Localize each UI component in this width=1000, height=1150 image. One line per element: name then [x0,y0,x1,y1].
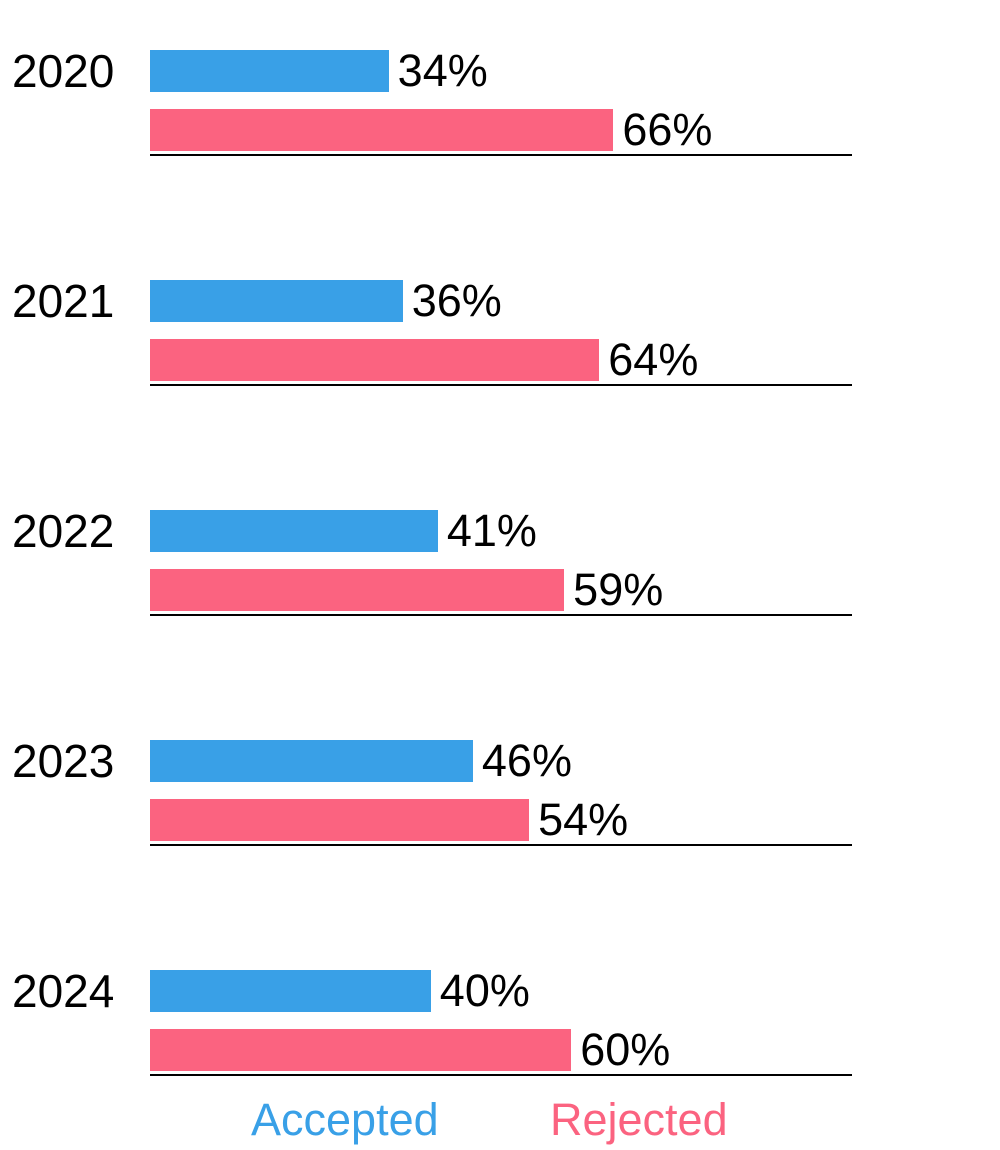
year-label: 2021 [12,275,115,327]
year-label: 2020 [12,45,115,97]
legend-item-rejected: Rejected [550,1094,728,1145]
chart-legend: Accepted Rejected [0,1094,1000,1145]
rejected-bar [150,1029,572,1071]
rejected-value-label: 54% [538,794,629,845]
accepted-value-label: 36% [411,275,502,326]
axis-baseline [150,384,852,386]
accepted-bar-row: 41% [150,505,537,556]
rejected-bar-row: 64% [150,334,699,385]
accepted-bar [150,50,389,92]
chart-group-2024: 2024 40% 60% [0,965,1000,1130]
rejected-bar-row: 59% [150,564,664,615]
accepted-bar-row: 40% [150,965,530,1016]
accepted-value-label: 46% [481,735,572,786]
rejected-value-label: 64% [608,334,699,385]
accepted-bar-row: 34% [150,45,488,96]
accepted-bar-row: 36% [150,275,502,326]
rejected-bar [150,569,565,611]
rejected-bar [150,799,530,841]
rejected-bar-row: 60% [150,1024,671,1075]
axis-baseline [150,1074,852,1076]
rejected-bar-row: 54% [150,794,629,845]
rejected-bar-row: 66% [150,104,713,155]
rejected-value-label: 66% [622,104,713,155]
year-label: 2022 [12,505,115,557]
accepted-bar [150,280,403,322]
accepted-bar [150,970,431,1012]
year-label: 2023 [12,735,115,787]
accepted-value-label: 41% [446,505,537,556]
accepted-bar [150,510,438,552]
year-label: 2024 [12,965,115,1017]
chart-group-2020: 2020 34% 66% [0,45,1000,210]
rejected-bar [150,109,614,151]
accepted-bar-row: 46% [150,735,572,786]
chart-group-2022: 2022 41% 59% [0,505,1000,670]
chart-group-2023: 2023 46% 54% [0,735,1000,900]
accepted-bar [150,740,473,782]
axis-baseline [150,844,852,846]
rejected-value-label: 59% [573,564,664,615]
legend-item-accepted: Accepted [251,1094,439,1145]
axis-baseline [150,614,852,616]
rejected-value-label: 60% [580,1024,671,1075]
axis-baseline [150,154,852,156]
accepted-value-label: 34% [397,45,488,96]
chart-group-2021: 2021 36% 64% [0,275,1000,440]
accepted-value-label: 40% [439,965,530,1016]
rejected-bar [150,339,600,381]
